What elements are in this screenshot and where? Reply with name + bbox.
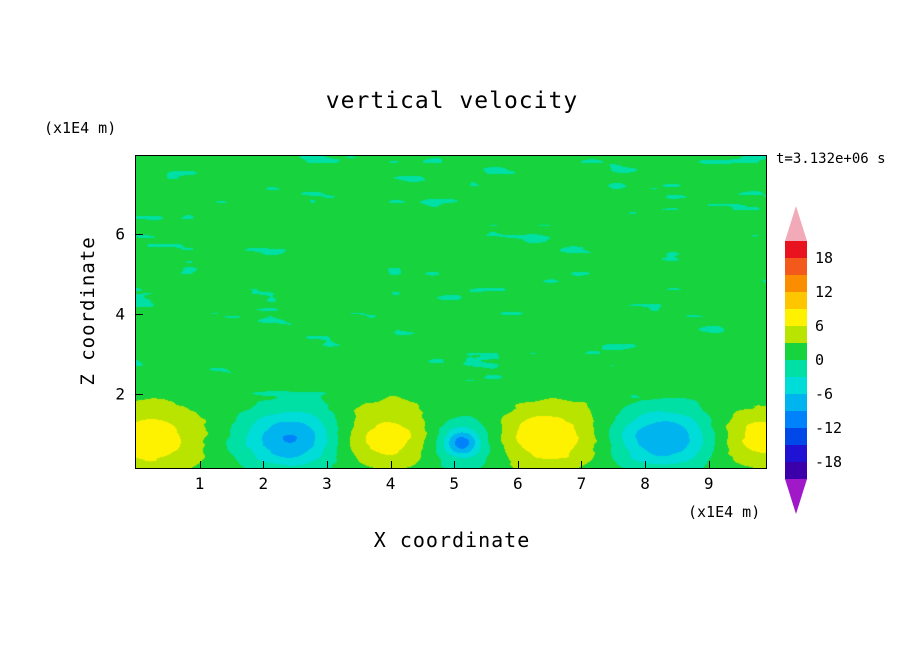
y-axis-unit-label: (x1E4 m) xyxy=(44,119,117,137)
x-tick-label: 7 xyxy=(576,474,587,493)
colorbar xyxy=(785,241,807,479)
colorbar-segment xyxy=(785,241,807,258)
colorbar-tick-label: -18 xyxy=(815,453,843,471)
y-tick-mark xyxy=(136,314,143,315)
colorbar-tick-label: 6 xyxy=(815,317,825,335)
x-tick-mark xyxy=(645,461,647,468)
x-tick-mark xyxy=(199,461,201,468)
colorbar-segment xyxy=(785,326,807,343)
x-tick-label: 9 xyxy=(703,474,714,493)
x-tick-label: 5 xyxy=(449,474,459,493)
contour-field-canvas xyxy=(136,156,766,468)
colorbar-tick-label: -6 xyxy=(815,385,834,403)
x-tick-mark xyxy=(390,461,392,468)
colorbar-segment xyxy=(785,343,807,360)
plot-title: vertical velocity xyxy=(325,88,579,114)
colorbar-under-arrow xyxy=(785,479,807,514)
colorbar-over-arrow xyxy=(785,206,807,241)
colorbar-segment xyxy=(785,394,807,411)
colorbar-segment xyxy=(785,258,807,275)
x-tick-label: 8 xyxy=(640,474,650,493)
x-tick-label: 3 xyxy=(322,474,332,493)
colorbar-segment xyxy=(785,462,807,479)
colorbar-segment xyxy=(785,309,807,326)
x-tick-mark xyxy=(708,461,710,468)
x-tick-label: 2 xyxy=(258,474,269,493)
colorbar-segment xyxy=(785,377,807,394)
time-annotation: t=3.132e+06 s xyxy=(776,151,886,167)
x-tick-mark xyxy=(326,461,328,468)
colorbar-segment xyxy=(785,275,807,292)
y-tick-label: 2 xyxy=(115,384,125,404)
x-axis-unit-label: (x1E4 m) xyxy=(688,503,761,521)
colorbar-segment xyxy=(785,292,807,309)
x-tick-mark xyxy=(581,461,583,468)
y-tick-mark xyxy=(136,234,143,235)
x-tick-label: 4 xyxy=(385,474,396,493)
y-tick-label: 6 xyxy=(115,224,125,244)
y-tick-label: 4 xyxy=(115,304,125,324)
y-tick-mark xyxy=(136,394,143,395)
colorbar-segment xyxy=(785,411,807,428)
colorbar-tick-label: -12 xyxy=(815,419,843,437)
colorbar-tick-label: 18 xyxy=(815,249,834,267)
colorbar-segment xyxy=(785,360,807,377)
plot-area xyxy=(135,155,767,469)
x-tick-mark xyxy=(517,461,519,468)
x-tick-mark xyxy=(263,461,265,468)
colorbar-segment xyxy=(785,445,807,462)
x-tick-label: 6 xyxy=(512,474,523,493)
colorbar-segment xyxy=(785,428,807,445)
colorbar-tick-label: 0 xyxy=(815,351,825,369)
x-tick-mark xyxy=(454,461,456,468)
x-tick-label: 1 xyxy=(194,474,205,493)
x-axis-label: X coordinate xyxy=(373,528,531,552)
colorbar-tick-label: 12 xyxy=(815,283,834,301)
